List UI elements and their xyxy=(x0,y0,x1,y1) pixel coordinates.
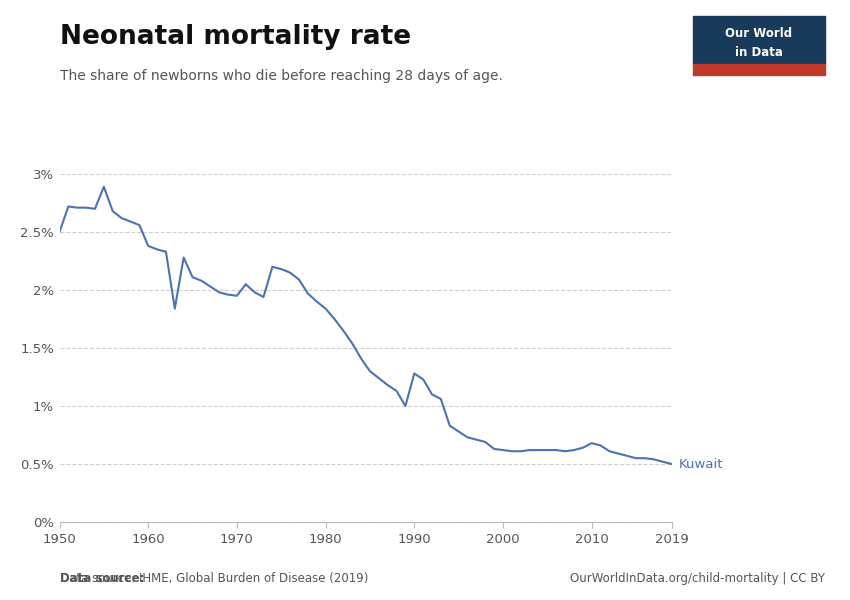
Text: Our World: Our World xyxy=(725,28,792,40)
Text: in Data: in Data xyxy=(734,46,783,59)
Text: The share of newborns who die before reaching 28 days of age.: The share of newborns who die before rea… xyxy=(60,69,502,83)
Text: Data source:: Data source: xyxy=(60,572,144,585)
Text: Data source: IHME, Global Burden of Disease (2019): Data source: IHME, Global Burden of Dise… xyxy=(60,572,368,585)
Text: OurWorldInData.org/child-mortality | CC BY: OurWorldInData.org/child-mortality | CC … xyxy=(570,572,824,585)
Bar xyxy=(693,64,824,75)
Text: Neonatal mortality rate: Neonatal mortality rate xyxy=(60,24,411,50)
Bar xyxy=(693,16,824,64)
Text: Kuwait: Kuwait xyxy=(678,457,723,470)
